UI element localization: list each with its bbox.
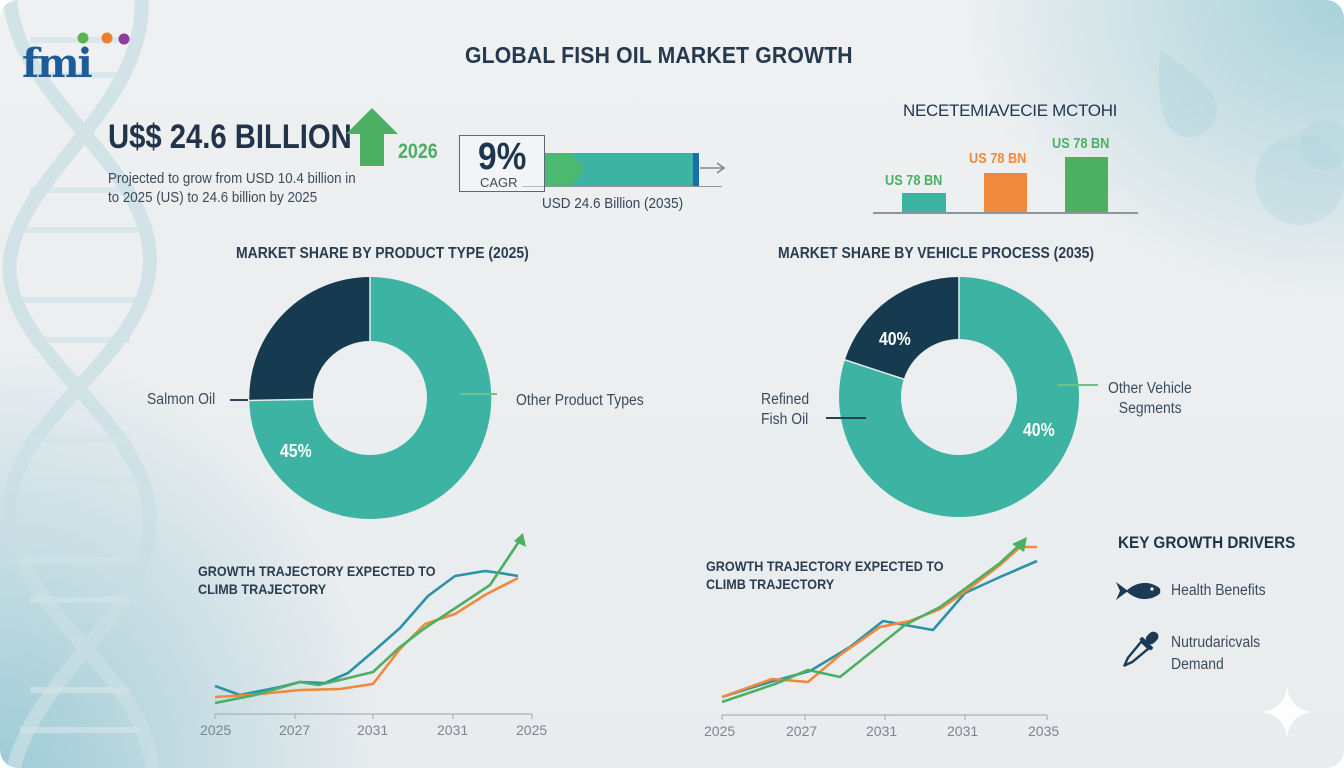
product-donut-label-other: Other Product Types [516,392,644,409]
chevron-right-icon [545,153,585,186]
cagr-caption: USD 24.6 Billion (2035) [542,195,684,212]
left-line-chart [214,533,533,719]
mini-bar-2-label: US 78 BN [969,150,1027,167]
product-donut-chart [249,276,492,519]
cagr-box [459,135,545,192]
salmon-oil-leader-line [230,399,248,401]
mini-bar-3-label: US 78 BN [1052,135,1110,152]
subtitle-line-2: to 2025 (US) to 24.6 billion by 2025 [108,190,318,206]
subtitle-line-1: Projected to grow from USD 10.4 billion … [108,171,356,187]
cagr-bar-end-marker [693,153,699,186]
right-line-title-1: GROWTH TRAJECTORY EXPECTED TO [706,558,944,574]
fish-icon [1116,582,1161,600]
vehicle-donut-chart [839,277,1080,517]
year-badge: 2026 [398,140,438,163]
left-x-tick-2: 2031 [357,722,389,738]
svg-text:fmi: fmi [22,40,93,80]
other-product-leader-line [460,393,497,395]
left-line-title-1: GROWTH TRAJECTORY EXPECTED TO [198,563,436,579]
drivers-title: KEY GROWTH DRIVERS [1118,533,1296,552]
product-donut-title: MARKET SHARE BY PRODUCT TYPE (2025) [236,245,529,262]
other-vehicle-label-line-1: Other Vehicle [1108,380,1192,397]
right-x-tick-3: 2031 [947,723,979,739]
sparkle-icon [1262,687,1312,737]
page-title: GLOBAL FISH OIL MARKET GROWTH [465,42,853,68]
left-x-tick-1: 2027 [279,722,311,738]
fmi-logo: fmi [22,32,130,80]
right-series-green [721,540,1025,704]
refined-leader-line [826,417,866,419]
cagr-value: 9% [478,136,527,178]
left-line-chart-title: GROWTH TRAJECTORY EXPECTED TO CLIMB TRAJ… [198,562,436,598]
nutraceuticals-line-2: Demand [1171,656,1224,673]
right-trend-arrowhead [1012,537,1027,552]
left-x-tick-4: 2025 [516,722,548,738]
vehicle-donut-pct-dark: 40% [879,329,911,349]
product-donut-label-salmon-oil: Salmon Oil [147,391,216,408]
other-vehicle-leader-line [1058,384,1098,386]
right-line-chart-title: GROWTH TRAJECTORY EXPECTED TO CLIMB TRAJ… [706,557,944,593]
right-x-tick-2: 2031 [866,723,898,739]
left-x-tick-0: 2025 [200,722,232,738]
vehicle-donut-title: MARKET SHARE BY VEHICLE PROCESS (2035) [778,245,1095,262]
driver-label-health-benefits: Health Benefits [1171,582,1266,599]
bubble-decoration [1158,50,1344,225]
driver-item-nutraceuticals: Nutrudaricvals Demand [1118,628,1318,680]
left-series-green [214,539,522,705]
cagr-baseline [522,186,722,187]
vehicle-donut-label-refined: Refined Fish Oil [761,390,809,430]
right-series-blue [721,559,1038,699]
nutraceuticals-line-1: Nutrudaricvals [1171,634,1261,651]
right-line-chart [721,537,1048,720]
driver-label-nutraceuticals: Nutrudaricvals Demand [1171,632,1260,676]
right-x-tick-0: 2025 [704,723,736,739]
vehicle-donut-pct-teal: 40% [1023,420,1055,440]
right-line-title-2: CLIMB TRAJECTORY [706,576,835,592]
arrow-right-icon [700,162,726,174]
up-arrow-icon [346,108,398,166]
left-series-orange [214,576,519,699]
left-trend-arrowhead [514,533,526,547]
mini-bar-1-label: US 78 BN [885,172,943,189]
refined-label-line-1: Refined [761,391,810,408]
left-line-title-2: CLIMB TRAJECTORY [198,581,327,597]
other-vehicle-label-line-2: Segments [1118,400,1182,417]
headline-subtitle: Projected to grow from USD 10.4 billion … [108,170,384,208]
mini-bar-chart-title: NECETEMIAVECIE MCTOHI [903,101,1118,120]
product-donut-pct-label: 45% [280,441,312,461]
dna-helix-decoration [2,0,159,768]
refined-label-line-2: Fish Oil [761,411,809,428]
cagr-label: CAGR [480,175,518,190]
mini-bar-1 [902,193,946,212]
left-x-tick-3: 2031 [437,722,469,738]
right-x-tick-1: 2027 [786,723,818,739]
headline-market-value: U$$ 24.6 BILLION [108,118,352,156]
mini-bar-3 [1065,157,1108,212]
dropper-icon [1123,631,1159,667]
driver-item-health-benefits: Health Benefits [1116,578,1316,604]
mini-bar-axis [873,212,1138,214]
mini-bar-2 [984,173,1027,212]
right-x-tick-4: 2035 [1028,723,1060,739]
left-series-blue [214,569,519,697]
vehicle-donut-label-other: Other Vehicle Segments [1108,379,1192,419]
